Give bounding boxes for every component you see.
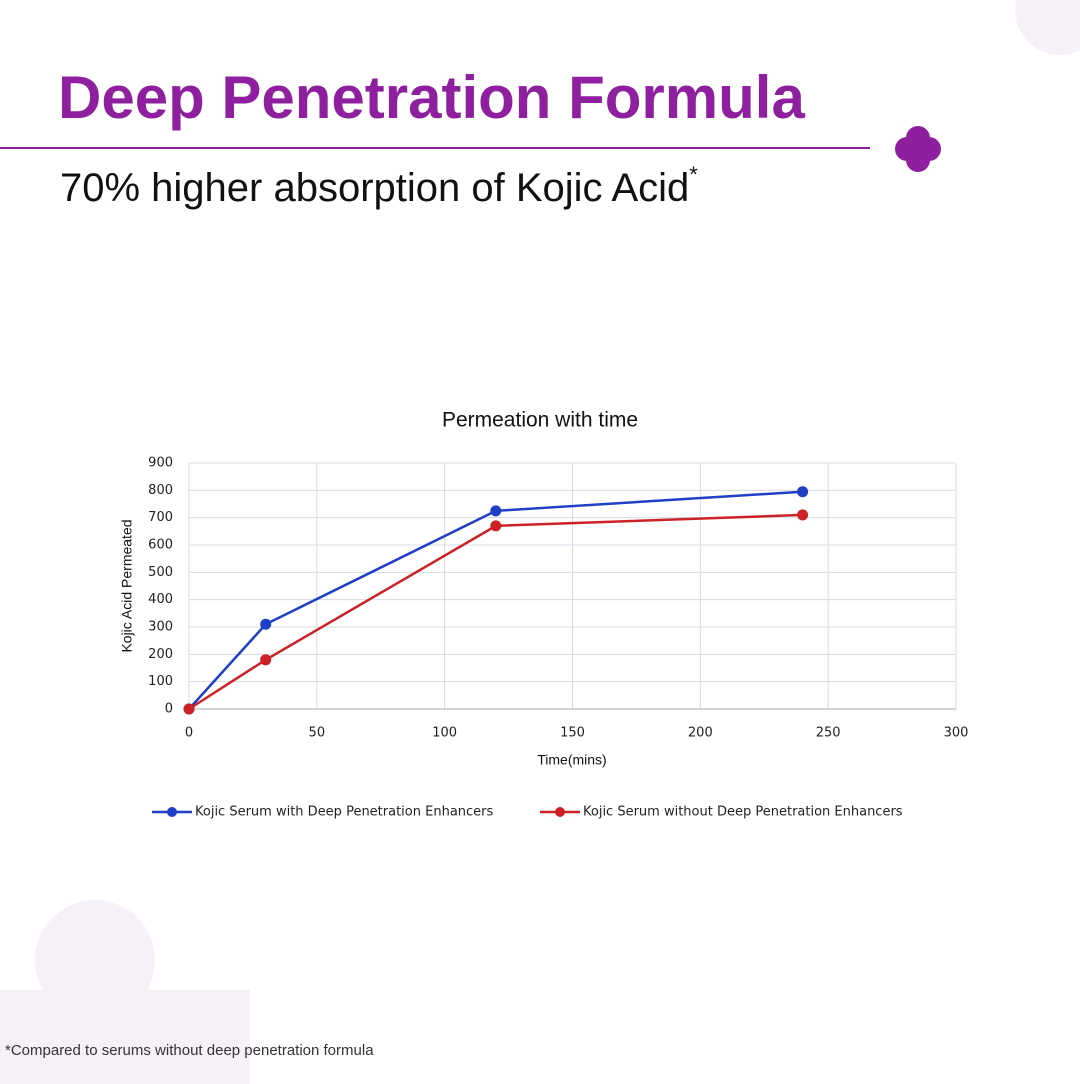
- series-line: [188, 490, 803, 710]
- data-point: [490, 505, 502, 517]
- y-tick-label: 100: [148, 674, 173, 689]
- y-tick-label: 600: [148, 538, 173, 553]
- subtitle: 70% higher absorption of Kojic Acid*: [60, 162, 698, 210]
- data-point: [797, 509, 809, 521]
- y-tick-label: 200: [148, 647, 173, 662]
- title: Deep Penetration Formula: [58, 64, 805, 131]
- data-point: [797, 486, 809, 498]
- y-tick-label: 800: [148, 483, 173, 498]
- x-tick-label: 100: [432, 726, 457, 741]
- x-tick-label: 200: [688, 726, 713, 741]
- decor: [0, 990, 250, 1084]
- subtitle-mark: *: [689, 162, 698, 187]
- y-tick-label: 300: [148, 620, 173, 635]
- x-tick-label: 250: [816, 726, 841, 741]
- legend-marker: [167, 807, 177, 817]
- plus-icon: [895, 126, 941, 172]
- x-axis-label: Time(mins): [537, 752, 606, 768]
- subtitle-text: 70% higher absorption of Kojic Acid: [60, 166, 689, 210]
- data-point: [490, 520, 502, 532]
- x-tick-label: 50: [309, 726, 326, 741]
- x-tick-label: 0: [185, 726, 193, 741]
- y-tick-label: 900: [148, 456, 173, 471]
- x-tick-label: 150: [560, 726, 585, 741]
- footnote: *Compared to serums without deep penetra…: [5, 1042, 374, 1059]
- series-line: [188, 513, 803, 711]
- y-tick-label: 500: [148, 565, 173, 580]
- legend-label: Kojic Serum without Deep Penetration Enh…: [583, 805, 903, 820]
- x-tick-label: 300: [944, 726, 969, 741]
- y-axis-label: Kojic Acid Permeated: [119, 519, 135, 652]
- y-tick-label: 400: [148, 592, 173, 607]
- plot: 0 100 200 300 400 500 600 700 800 900 0 50 100 150 200…: [148, 456, 968, 820]
- chart-title: Permeation with time: [442, 409, 638, 432]
- decor: [1015, 0, 1080, 55]
- data-point: [260, 618, 272, 630]
- y-tick-label: 700: [148, 510, 173, 525]
- legend-marker: [555, 807, 565, 817]
- data-point: [260, 654, 272, 666]
- data-point: [183, 703, 195, 715]
- legend-label: Kojic Serum with Deep Penetration Enhanc…: [195, 805, 494, 820]
- y-tick-label: 0: [165, 702, 173, 717]
